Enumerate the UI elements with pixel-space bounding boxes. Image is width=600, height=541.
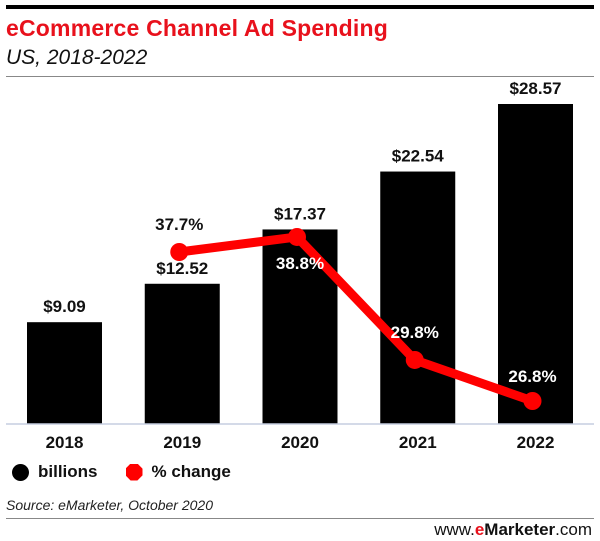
footer-divider bbox=[6, 518, 594, 519]
chart-subtitle: US, 2018-2022 bbox=[6, 46, 148, 69]
legend-label-percent-change: % change bbox=[151, 462, 231, 481]
top-rule bbox=[6, 5, 594, 9]
percent-change-label-2019: 37.7% bbox=[155, 215, 203, 234]
percent-change-point-2020 bbox=[288, 227, 306, 246]
brand-e: e bbox=[474, 520, 485, 539]
legend-item-percent-change: % change bbox=[125, 462, 231, 482]
bar-2022 bbox=[498, 104, 573, 424]
brand-logo: www.eMarketer.com bbox=[434, 520, 592, 540]
bar-value-label-2018: $9.09 bbox=[43, 297, 86, 316]
bar-2018 bbox=[27, 322, 102, 424]
percent-change-line bbox=[174, 232, 537, 406]
header-divider bbox=[6, 76, 594, 77]
chart-title: eCommerce Channel Ad Spending bbox=[6, 15, 388, 41]
black-circle-icon bbox=[12, 463, 29, 481]
bar-value-label-2022: $28.57 bbox=[510, 79, 562, 98]
legend-label-billions: billions bbox=[38, 462, 98, 481]
legend-item-billions: billions bbox=[12, 462, 98, 482]
brand-name: Marketer bbox=[484, 520, 556, 539]
red-octagon-icon bbox=[125, 463, 143, 481]
brand-suffix: .com bbox=[555, 520, 592, 539]
brand-prefix: www. bbox=[434, 520, 475, 539]
x-tick-label-2022: 2022 bbox=[517, 433, 555, 452]
percent-change-label-2022: 26.8% bbox=[508, 367, 556, 386]
x-tick-label-2020: 2020 bbox=[281, 433, 319, 452]
source-note: Source: eMarketer, October 2020 bbox=[6, 497, 213, 513]
percent-change-point-2019 bbox=[170, 243, 189, 261]
bar-value-label-2020: $17.37 bbox=[274, 204, 326, 223]
percent-change-label-2020: 38.8% bbox=[276, 254, 324, 273]
x-tick-label-2021: 2021 bbox=[399, 433, 437, 452]
bar-value-label-2019: $12.52 bbox=[156, 259, 208, 278]
bar-value-label-2021: $22.54 bbox=[392, 147, 445, 166]
percent-change-label-2021: 29.8% bbox=[391, 323, 439, 342]
x-tick-label-2019: 2019 bbox=[163, 433, 201, 452]
legend: billions % change bbox=[12, 462, 259, 482]
x-tick-label-2018: 2018 bbox=[46, 433, 84, 452]
percent-change-point-2022 bbox=[523, 392, 542, 410]
percent-change-point-2021 bbox=[405, 350, 424, 369]
chart-area: $9.09 2018 $12.52 2019 $17.37 2020 $22.54 2021 $… bbox=[6, 79, 594, 452]
bar-2021 bbox=[380, 171, 456, 424]
bar-2019 bbox=[144, 283, 220, 424]
